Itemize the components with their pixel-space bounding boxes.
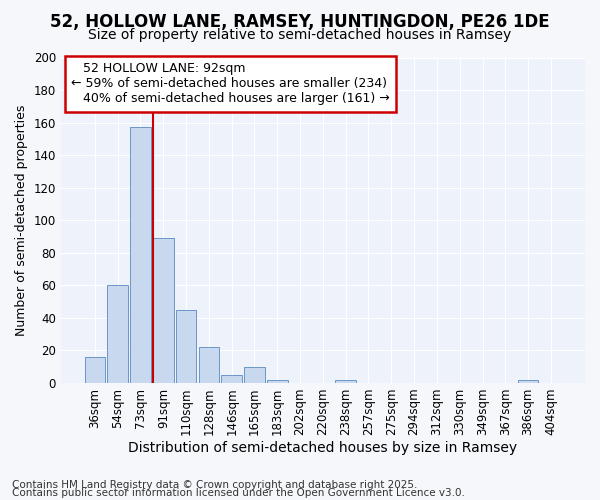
Bar [85,357,105,383]
Text: 52, HOLLOW LANE, RAMSEY, HUNTINGDON, PE26 1DE: 52, HOLLOW LANE, RAMSEY, HUNTINGDON, PE2… [50,12,550,30]
Bar [153,238,173,383]
Bar [518,380,538,383]
Bar [199,347,219,383]
Bar [244,366,265,383]
Bar [130,128,151,383]
Bar [221,375,242,383]
Y-axis label: Number of semi-detached properties: Number of semi-detached properties [15,104,28,336]
Bar [107,286,128,383]
X-axis label: Distribution of semi-detached houses by size in Ramsey: Distribution of semi-detached houses by … [128,441,517,455]
Bar [335,380,356,383]
Text: Size of property relative to semi-detached houses in Ramsey: Size of property relative to semi-detach… [88,28,512,42]
Bar [267,380,287,383]
Text: Contains HM Land Registry data © Crown copyright and database right 2025.: Contains HM Land Registry data © Crown c… [12,480,418,490]
Text: Contains public sector information licensed under the Open Government Licence v3: Contains public sector information licen… [12,488,465,498]
Text: 52 HOLLOW LANE: 92sqm
← 59% of semi-detached houses are smaller (234)
   40% of : 52 HOLLOW LANE: 92sqm ← 59% of semi-deta… [71,62,390,106]
Bar [176,310,196,383]
